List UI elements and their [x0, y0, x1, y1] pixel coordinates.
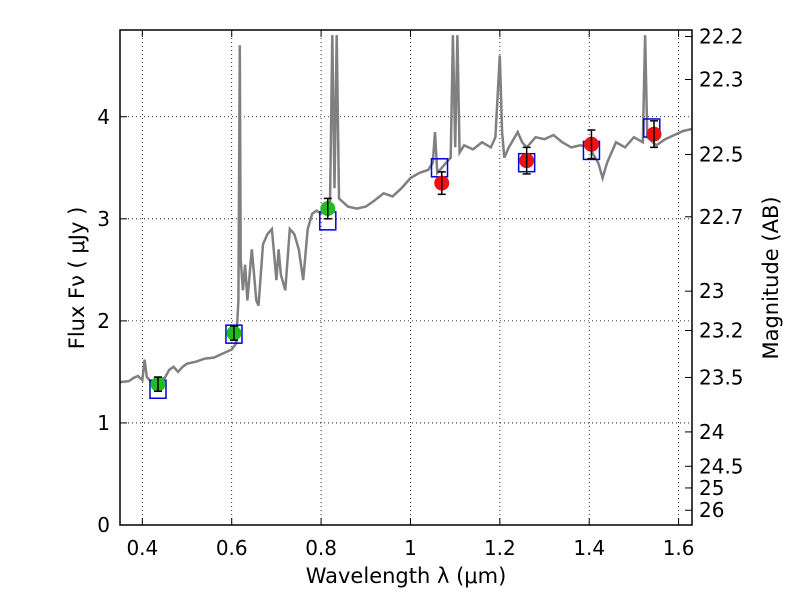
mag-tick-label-3: 22.7: [699, 205, 744, 229]
y-axis-right-label: Magnitude (AB): [759, 196, 783, 359]
mag-tick-label-2: 22.5: [699, 142, 744, 166]
y-tick-label-4: 4: [97, 105, 110, 129]
x-tick-label-2: 0.8: [305, 536, 337, 560]
x-tick-label-1: 0.6: [216, 536, 248, 560]
y-tick-label-0: 0: [97, 513, 110, 537]
x-tick-label-0: 0.4: [126, 536, 158, 560]
y-tick-label-3: 3: [97, 207, 110, 231]
plot-frame: [119, 29, 693, 526]
series-layer: [119, 35, 693, 400]
x-tick-label-5: 1.4: [573, 536, 605, 560]
model-photometry-point-1: [225, 324, 243, 344]
y-axis-label: Flux Fν ( μJy ): [65, 207, 89, 350]
mag-tick-label-6: 23.5: [699, 365, 744, 389]
axis-layer: 0.4 0.6 0.8 1 1.2 1.4 1.60123422.222.322.522.7…: [97, 25, 743, 560]
model-spectrum-line: [119, 35, 693, 384]
y-tick-label-1: 1: [97, 411, 110, 435]
x-tick-label-3: 1: [404, 536, 417, 560]
mag-tick-label-9: 25: [699, 476, 724, 500]
mag-tick-label-8: 24.5: [699, 454, 744, 478]
x-tick-label-6: 1.6: [663, 536, 695, 560]
mag-tick-label-5: 23.2: [699, 319, 744, 343]
mag-tick-label-4: 23: [699, 279, 724, 303]
mag-tick-label-0: 22.2: [699, 25, 744, 49]
x-tick-label-4: 1.2: [484, 536, 516, 560]
mag-tick-label-10: 26: [699, 498, 724, 522]
x-axis-label: Wavelength λ (μm): [306, 564, 507, 588]
mag-tick-label-1: 22.3: [699, 67, 744, 91]
grid-layer: [120, 30, 692, 526]
y-tick-label-2: 2: [97, 309, 110, 333]
mag-tick-label-7: 24: [699, 420, 724, 444]
